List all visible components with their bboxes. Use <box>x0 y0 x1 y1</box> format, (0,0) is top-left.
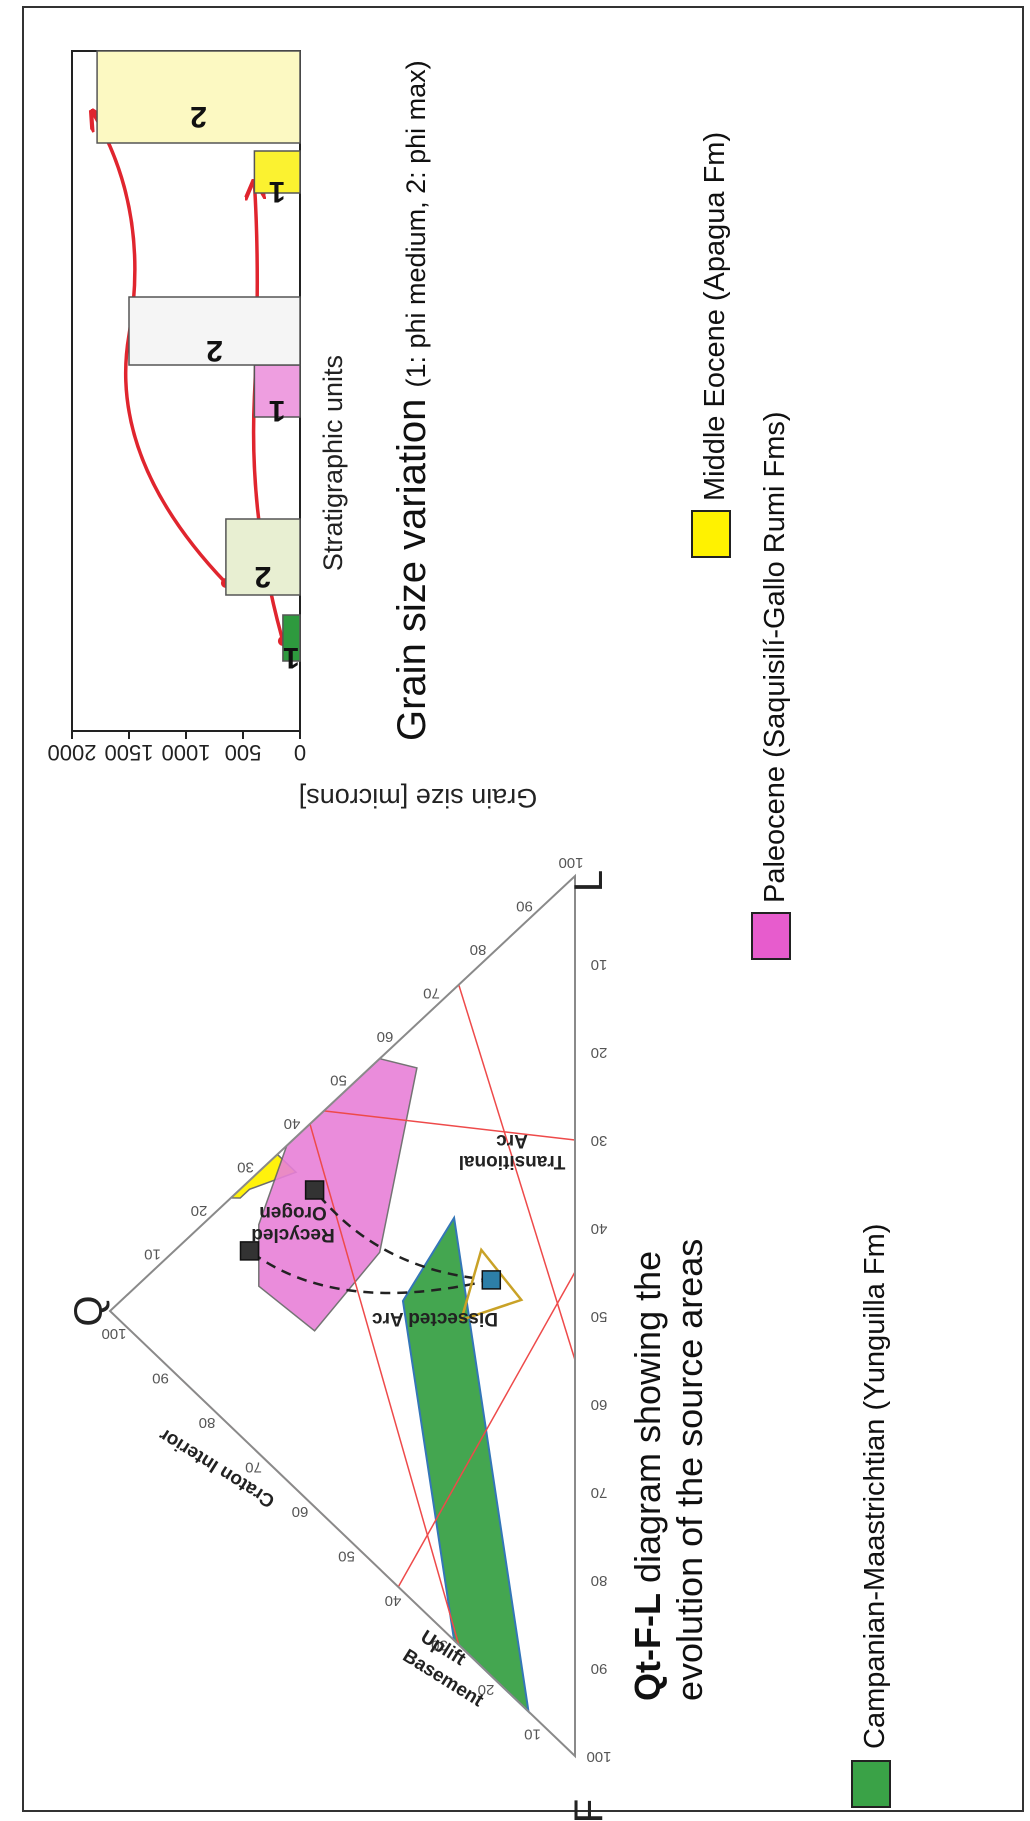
tick-label-q: 30 <box>431 1637 448 1654</box>
legend-label-campanian: Campanian-Maastrichtian (Yunguilla Fm) <box>859 1224 891 1749</box>
legend-label-paleocene: Paleocene (Saquisilí-Gallo Rumi Fms) <box>759 411 791 903</box>
tick-label-l: 20 <box>191 1202 208 1219</box>
bar-6 <box>96 50 301 144</box>
tick-label-f: 70 <box>591 1484 608 1501</box>
tick-label-l: 30 <box>237 1159 254 1176</box>
bar-chart-subtitle: (1: phi medium, 2: phi max) <box>401 60 431 387</box>
y-tick-label: 2000 <box>48 740 97 765</box>
field-label-transitional-arc-2: Arc <box>496 1130 528 1151</box>
bar-labels: 1 2 1 2 1 2 <box>190 100 300 674</box>
tick-label-l: 40 <box>284 1115 301 1132</box>
y-axis: 0 500 1000 1500 2000 <box>48 731 306 765</box>
bar-1 <box>282 614 301 662</box>
field-label-recycled-orogen-2: Orogen <box>259 1202 327 1223</box>
tick-label-f: 100 <box>586 1748 611 1765</box>
bar-value-label: 2 <box>206 334 223 367</box>
bar-chart-title-main: Grain size variation <box>390 399 434 741</box>
ternary-fields <box>229 1057 530 1715</box>
tick-label-l: 50 <box>330 1072 347 1089</box>
tick-label-l: 10 <box>144 1246 161 1263</box>
bar-chart-title: Grain size variation (1: phi medium, 2: … <box>390 60 434 741</box>
legend-swatch-paleocene <box>751 912 791 960</box>
qfl-ternary-diagram: 10 10 10 20 20 20 30 30 30 40 40 40 50 50 50 60 60 60 70 70… <box>67 854 710 1821</box>
tick-label-l: 70 <box>423 985 440 1002</box>
bar-value-label: 1 <box>269 175 286 208</box>
x-axis-title: Stratigraphic units <box>318 355 348 571</box>
sample-marker-3 <box>239 1241 260 1261</box>
tick-label-q: 10 <box>524 1726 541 1743</box>
tick-label-f: 80 <box>591 1572 608 1589</box>
bar-4 <box>128 296 301 366</box>
y-tick-label: 1000 <box>162 740 211 765</box>
tick-label-q: 80 <box>199 1414 216 1431</box>
y-tick-label: 1500 <box>105 740 154 765</box>
figure-frame <box>22 6 1024 1812</box>
ternary-title-bold: Qt-F-L <box>627 1593 668 1701</box>
field-boundary <box>458 984 576 1361</box>
bar-value-label: 2 <box>255 560 272 593</box>
tick-label-f: 50 <box>591 1308 608 1325</box>
ternary-outline <box>108 873 576 1759</box>
ternary-title-line-1: Qt-F-L diagram showing the <box>627 1251 668 1701</box>
tick-label-q: 60 <box>292 1503 309 1520</box>
bar-value-label: 1 <box>269 394 286 427</box>
y-tick-label: 0 <box>294 740 306 765</box>
bar-value-label: 2 <box>190 100 207 133</box>
bar-value-label: 1 <box>283 641 300 674</box>
sample-marker-1 <box>481 1270 502 1290</box>
campanian-range <box>459 1247 524 1322</box>
sample-marker-2 <box>304 1180 325 1200</box>
tick-label-f: 10 <box>591 956 608 973</box>
field-label-dissected-arc: Dissected Arc <box>372 1308 498 1329</box>
field-label-recycled-orogen-1: Recycled <box>251 1224 334 1245</box>
legend-swatch-campanian <box>851 1760 891 1808</box>
grain-size-bar-chart: 1 2 1 2 1 2 0 500 1000 1500 2000 Grain size [micr… <box>48 50 538 813</box>
field-paleocene <box>258 1057 418 1332</box>
bar-5 <box>253 150 301 194</box>
tick-label-l: 80 <box>470 941 487 958</box>
field-boundary <box>323 1110 576 1141</box>
tick-label-f: 60 <box>591 1396 608 1413</box>
tick-label-l: 90 <box>516 898 533 915</box>
tick-label-q: 70 <box>245 1459 262 1476</box>
evolution-paths <box>248 1189 524 1322</box>
evolution-path-2 <box>248 1249 492 1295</box>
tick-label-q: 100 <box>101 1325 126 1342</box>
tick-label-f: 20 <box>591 1044 608 1061</box>
legend: Campanian-Maastrichtian (Yunguilla Fm) P… <box>691 132 891 1808</box>
tick-label-q: 90 <box>152 1370 169 1387</box>
tick-label-q: 40 <box>385 1592 402 1609</box>
y-tick-label: 500 <box>225 740 262 765</box>
sample-markers <box>239 1180 502 1290</box>
ternary-title-rest: diagram showing the <box>627 1251 668 1593</box>
vertex-label-l: L <box>567 870 611 892</box>
tick-label-f: 30 <box>591 1132 608 1149</box>
bar-series <box>96 50 301 662</box>
ternary-tick-labels: 10 10 10 20 20 20 30 30 30 40 40 40 50 50 50 60 60 60 70 70… <box>101 854 611 1765</box>
tick-label-q: 50 <box>338 1548 355 1565</box>
tick-label-l: 100 <box>558 854 583 871</box>
tick-label-f: 90 <box>591 1660 608 1677</box>
vertex-label-q: Q <box>67 1295 111 1326</box>
evolution-path-1 <box>313 1189 492 1282</box>
tick-label-l: 60 <box>377 1028 394 1045</box>
tick-label-f: 40 <box>591 1220 608 1237</box>
vertex-label-f: F <box>567 1799 611 1821</box>
field-label-transitional-arc-1: Transitional <box>459 1151 566 1172</box>
bar-2 <box>225 518 301 596</box>
ternary-title-line-2: evolution of the source areas <box>669 1239 710 1701</box>
legend-label-middle-eocene: Middle Eocene (Apagua Fm) <box>699 132 731 501</box>
y-axis-title: Grain size [microns] <box>299 783 538 813</box>
tick-label-q: 20 <box>478 1681 495 1698</box>
legend-swatch-middle-eocene <box>691 510 731 558</box>
